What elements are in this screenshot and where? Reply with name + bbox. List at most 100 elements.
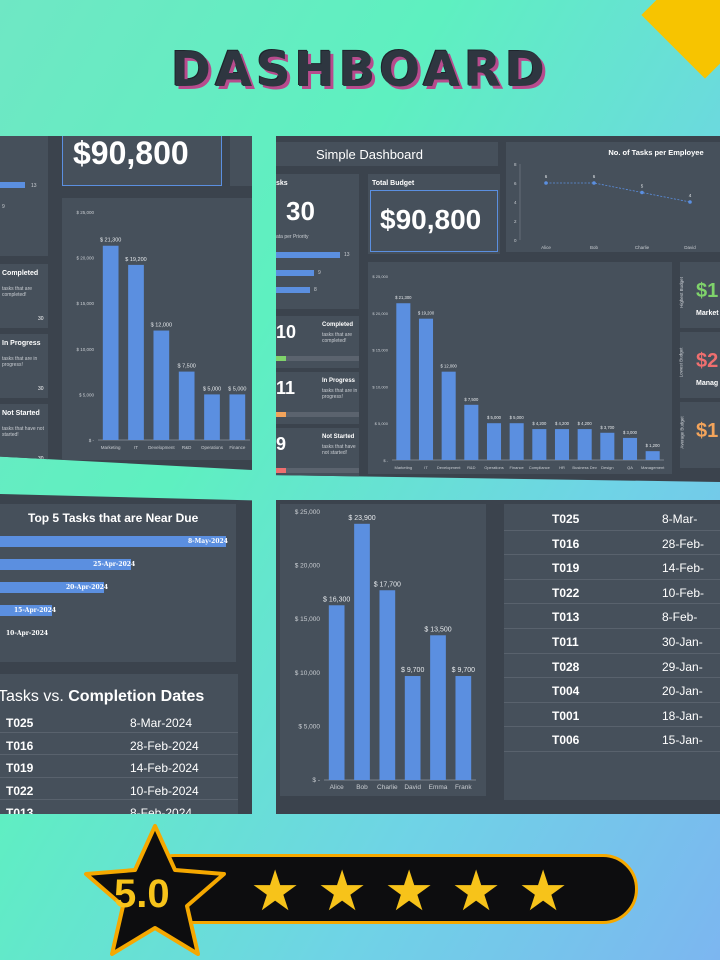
small-card bbox=[230, 136, 252, 186]
status-card: Not Started tasks that have not started! 3… bbox=[0, 404, 48, 468]
bar bbox=[554, 429, 570, 460]
category-label: Development bbox=[437, 465, 461, 470]
status-title: Not Started bbox=[322, 434, 355, 440]
near-due-bar bbox=[0, 536, 226, 547]
status-count: 9 bbox=[276, 434, 287, 454]
side-card-sub: Market bbox=[696, 310, 719, 317]
category-label: David bbox=[404, 784, 421, 791]
completion-date: 8-Mar- bbox=[662, 512, 698, 526]
status-count: 30 bbox=[38, 456, 44, 462]
bar-data-label: $ 17,700 bbox=[374, 581, 401, 588]
bar-data-label: $ 12,000 bbox=[151, 323, 172, 329]
total-budget-card: Total Budget $90,800 bbox=[368, 174, 500, 254]
bar-data-label: $ 4,200 bbox=[555, 421, 570, 426]
bar bbox=[178, 371, 195, 440]
employee-budget-bar-chart: $ 25,000 $ 20,000 $ 15,000 $ 10,000 $ 5,000 $… bbox=[295, 509, 476, 791]
bar bbox=[577, 429, 592, 460]
rating-value: 5.0 bbox=[114, 872, 170, 916]
status-progress bbox=[276, 468, 359, 473]
status-count: 11 bbox=[276, 378, 296, 398]
tasks-card: sks 30 ata per Priority 13 9 8 bbox=[276, 174, 359, 309]
status-card: In Progress tasks that are in progress! 30 bbox=[0, 334, 48, 398]
completion-date: 10-Feb-2024 bbox=[130, 783, 199, 798]
table-row: T025 8-Mar-2024 bbox=[0, 710, 238, 733]
point-label: 4 bbox=[689, 193, 692, 198]
status-count: 30 bbox=[38, 316, 44, 322]
side-card-label: Highest Budget bbox=[678, 277, 684, 308]
category-label: Operations bbox=[201, 445, 224, 450]
y-tick-label: $ 25,000 bbox=[295, 509, 321, 516]
bar-data-label: $ 21,300 bbox=[100, 238, 121, 244]
task-id: T019 bbox=[6, 761, 34, 775]
side-card-value: $1 bbox=[696, 420, 719, 442]
bar bbox=[532, 429, 547, 460]
employee-budget-chart: $ 25,000 $ 20,000 $ 15,000 $ 10,000 $ 5,000 $… bbox=[280, 504, 486, 796]
table-row: T025 8-Mar- bbox=[504, 506, 720, 531]
status-card: 11 In Progress tasks that are in progress! bbox=[276, 372, 359, 424]
near-due-date: 10-Apr-2024 bbox=[6, 630, 49, 637]
tasks-per-employee-chart: No. of Tasks per Employee 8 6 4 2 0 6 Alice 6 Bob… bbox=[506, 142, 720, 252]
status-title: Completed bbox=[322, 322, 354, 328]
completion-date: 15-Jan- bbox=[662, 733, 703, 748]
status-desc: tasks that have not started! bbox=[2, 426, 44, 438]
category-label: Bob bbox=[590, 245, 599, 250]
task-id: T025 bbox=[6, 716, 34, 730]
bar bbox=[396, 303, 411, 460]
tasks-subtitle: ata per Priority bbox=[276, 234, 309, 240]
task-id: T019 bbox=[552, 561, 580, 576]
task-id: T022 bbox=[6, 783, 34, 798]
category-label: Marketing bbox=[395, 465, 413, 470]
side-card-value: $2 bbox=[696, 350, 719, 372]
near-due-title: Top 5 Tasks that are Near Due bbox=[28, 511, 199, 525]
priority-bar-3 bbox=[276, 287, 310, 293]
y-tick-label: $ 15,000 bbox=[295, 616, 321, 623]
rating-bar bbox=[140, 854, 638, 924]
side-card-label: Average Budget bbox=[679, 416, 685, 449]
completion-date: 8-Feb-2024 bbox=[130, 806, 193, 814]
table-row: T022 10-Feb- bbox=[504, 580, 720, 605]
category-label: Alice bbox=[541, 245, 551, 250]
bar bbox=[404, 676, 421, 780]
line-point bbox=[688, 200, 692, 204]
status-progress-fill bbox=[276, 356, 286, 361]
task-id: T025 bbox=[552, 512, 580, 526]
completion-date: 18-Jan- bbox=[662, 708, 703, 723]
line-point bbox=[640, 190, 644, 195]
near-due-bar bbox=[0, 559, 132, 570]
bar bbox=[128, 264, 144, 440]
completion-table-card: T025 8-Mar- T016 28-Feb- T019 14-Feb- T022 10-F… bbox=[504, 504, 720, 800]
completion-date: 20-Jan- bbox=[662, 684, 703, 699]
near-due-date: 25-Apr-2024 bbox=[93, 561, 136, 568]
status-progress-fill bbox=[276, 468, 286, 473]
status-desc: tasks that are in progress! bbox=[322, 388, 358, 400]
y-tick-label: 0 bbox=[514, 238, 517, 243]
bar-data-label: $ 7,500 bbox=[464, 397, 479, 402]
point-label: 5 bbox=[641, 184, 644, 189]
priority-bar-2-label: 9 bbox=[2, 204, 5, 210]
y-tick-label: $ 20,000 bbox=[372, 311, 388, 316]
table-row: T019 14-Feb- bbox=[504, 555, 720, 580]
y-tick-label: 6 bbox=[514, 181, 517, 186]
category-label: Frank bbox=[455, 784, 472, 791]
task-id: T028 bbox=[552, 659, 580, 674]
bar-data-label: $ 19,200 bbox=[418, 311, 435, 316]
bar-data-label: $ 9,700 bbox=[401, 667, 424, 674]
status-desc: tasks that have not started! bbox=[322, 444, 356, 456]
category-label: QA bbox=[627, 465, 633, 470]
point-label: 6 bbox=[593, 174, 596, 179]
y-tick-label: $ - bbox=[383, 458, 388, 463]
bar bbox=[509, 423, 524, 460]
table-row: T013 8-Feb-2024 bbox=[0, 800, 238, 814]
y-tick-label: $ 20,000 bbox=[295, 563, 321, 570]
task-id: T013 bbox=[6, 806, 34, 814]
completion-date: 14-Feb- bbox=[662, 561, 705, 576]
y-tick-label: 4 bbox=[514, 200, 517, 205]
page-title: DASHBOARD bbox=[171, 42, 549, 98]
status-progress bbox=[276, 356, 359, 361]
bar-data-label: $ 9,700 bbox=[452, 667, 475, 674]
priority-bar-2-label: 9 bbox=[318, 270, 321, 276]
status-progress-fill bbox=[276, 412, 286, 417]
top-right-dashboard-panel: Simple Dashboard sks 30 ata per Priority… bbox=[276, 136, 720, 482]
bar-data-label: $ 13,500 bbox=[424, 626, 451, 633]
bar bbox=[102, 245, 119, 440]
